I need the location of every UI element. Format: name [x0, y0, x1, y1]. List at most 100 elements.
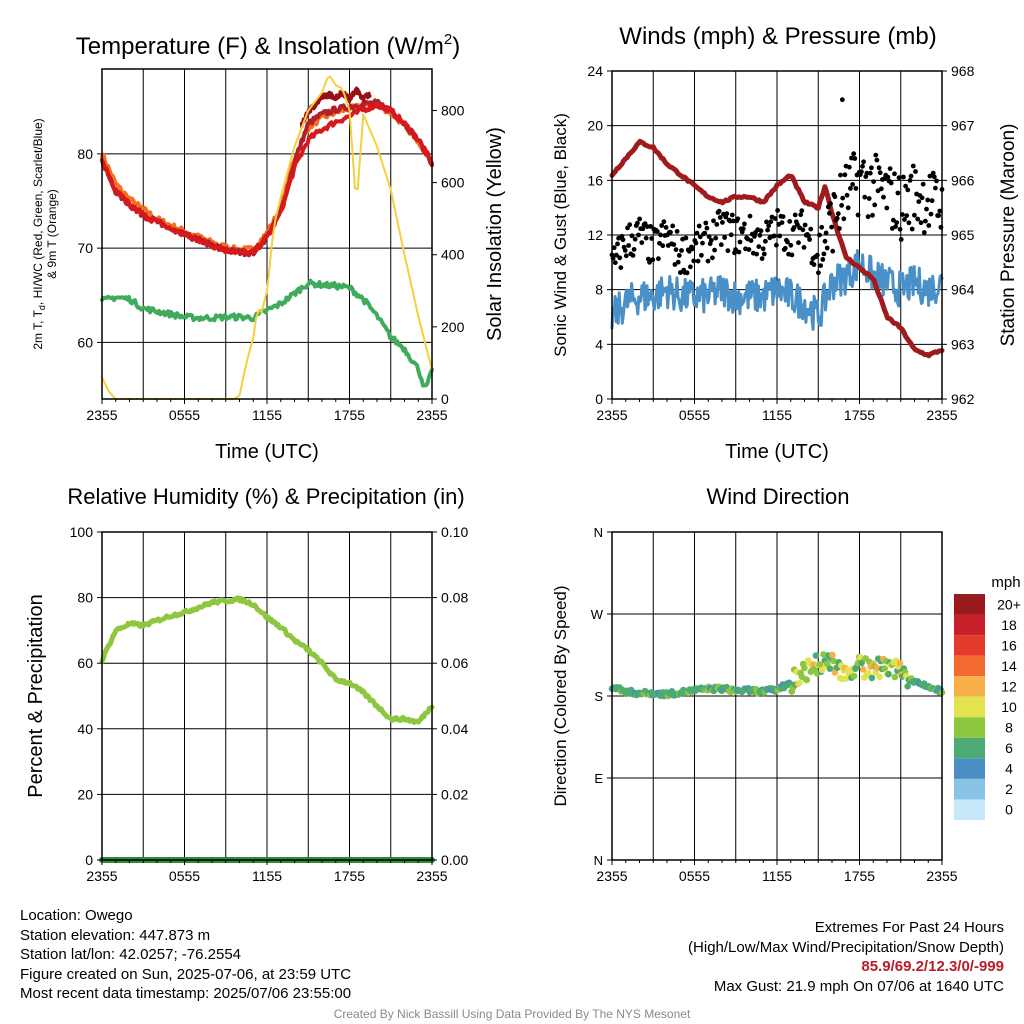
- x-tick-label: 2355: [86, 868, 117, 884]
- y-tick-label: 20: [77, 786, 93, 802]
- y2-tick-label: 0.02: [441, 786, 468, 802]
- gust-point: [661, 219, 667, 225]
- gust-point: [643, 235, 649, 241]
- gust-point: [688, 264, 693, 270]
- gust-point: [877, 170, 883, 176]
- colorbar-tick-label: 18: [1001, 617, 1017, 633]
- gust-point: [892, 171, 897, 177]
- gust-point: [845, 205, 851, 211]
- gust-point: [909, 226, 915, 232]
- temperature-line-2: [100, 102, 434, 257]
- gust-point: [864, 170, 870, 176]
- gust-point: [801, 245, 807, 250]
- gust-point: [816, 270, 821, 276]
- temperature-series: [100, 75, 434, 400]
- gust-point: [612, 260, 618, 266]
- gust-point: [881, 194, 886, 200]
- gust-point: [736, 249, 742, 255]
- direction-point: [803, 676, 811, 684]
- gust-point: [860, 163, 865, 169]
- gust-point: [611, 245, 617, 251]
- y-tick-label: 24: [587, 63, 603, 79]
- gust-point: [915, 216, 921, 222]
- colorbar-swatch: [954, 758, 985, 779]
- gust-point: [752, 234, 757, 239]
- colorbar-tick-label: 14: [1001, 658, 1017, 674]
- y2-tick-label: 0: [441, 391, 449, 407]
- colorbar-swatch: [954, 799, 985, 820]
- y2-tick-label: 0.10: [441, 524, 468, 540]
- y-tick-label: N: [594, 853, 603, 868]
- gust-point: [630, 253, 636, 258]
- y-tick-label: 80: [77, 590, 93, 606]
- gust-point: [820, 257, 826, 262]
- colorbar-tick-label: 2: [1005, 781, 1013, 797]
- x-tick-label: 1755: [334, 407, 365, 423]
- direction-point: [812, 652, 820, 659]
- colorbar-tick-label: 0: [1005, 802, 1013, 818]
- gust-point: [891, 217, 896, 223]
- winds-grid: [612, 71, 942, 399]
- gust-point: [855, 212, 861, 218]
- gust-point: [920, 181, 926, 187]
- direction-title: Wind Direction: [706, 484, 849, 509]
- gust-point: [674, 229, 680, 234]
- gust-point: [887, 166, 893, 172]
- gust-point: [733, 247, 738, 253]
- gust-point: [850, 182, 855, 187]
- gust-point: [740, 226, 746, 232]
- extremes-title: Extremes For Past 24 Hours: [814, 919, 1004, 936]
- gust-point: [766, 223, 772, 229]
- temperature-y-label-line2: & 9m T (Orange): [45, 189, 59, 279]
- gust-point: [918, 220, 924, 226]
- colorbar-swatch: [954, 737, 985, 759]
- direction-point: [830, 657, 837, 665]
- winds-x-ticks: 2355 0555 1155 1755 2355: [596, 399, 958, 423]
- temperature-y-label-line1: 2m T, Td, HI/WC (Red, Green, Scarlet/Blu…: [31, 118, 47, 349]
- gust-point: [912, 212, 917, 218]
- gust-point: [724, 211, 730, 217]
- gust-point: [830, 248, 836, 254]
- gust-point: [648, 224, 653, 229]
- direction-point: [891, 673, 899, 681]
- gust-point: [829, 224, 834, 230]
- colorbar-label: mph: [991, 574, 1020, 591]
- gust-point: [771, 233, 777, 239]
- direction-point: [824, 660, 831, 667]
- gust-point: [695, 258, 701, 264]
- gust-point: [899, 212, 905, 217]
- y2-tick-label: 200: [441, 319, 465, 335]
- station-latlon: Station lat/lon: 42.0257; -76.2554: [20, 946, 242, 963]
- gust-point: [708, 237, 714, 243]
- gust-point: [684, 270, 690, 276]
- gust-point: [789, 252, 795, 258]
- gust-point: [704, 225, 710, 231]
- gust-point: [837, 226, 842, 231]
- gust-point: [782, 245, 788, 251]
- gust-point: [774, 242, 779, 248]
- gust-point: [874, 157, 880, 163]
- gust-point: [683, 235, 689, 241]
- x-tick-label: 1155: [762, 407, 792, 423]
- y-tick-label: 100: [70, 524, 94, 540]
- gust-point: [618, 265, 624, 270]
- gust-point: [859, 169, 864, 175]
- station-pressure-line: [609, 138, 945, 359]
- gust-point: [654, 229, 660, 235]
- gust-point: [765, 227, 770, 233]
- gust-point: [885, 174, 891, 180]
- direction-point: [843, 675, 850, 682]
- gust-point: [622, 248, 628, 253]
- gust-point: [713, 235, 719, 241]
- gust-point: [691, 258, 697, 264]
- gust-point: [679, 248, 684, 253]
- y2-tick-label: 966: [951, 172, 975, 188]
- gust-point: [869, 165, 874, 171]
- direction-point: [820, 651, 827, 658]
- winds-panel: Winds (mph) & Pressure (mb) 2355 0555 1155…: [551, 23, 1019, 463]
- y2-tick-label: 968: [951, 63, 975, 79]
- gust-point: [834, 215, 840, 221]
- colorbar-swatch: [954, 655, 985, 677]
- direction-point: [858, 659, 865, 667]
- direction-point: [801, 664, 808, 672]
